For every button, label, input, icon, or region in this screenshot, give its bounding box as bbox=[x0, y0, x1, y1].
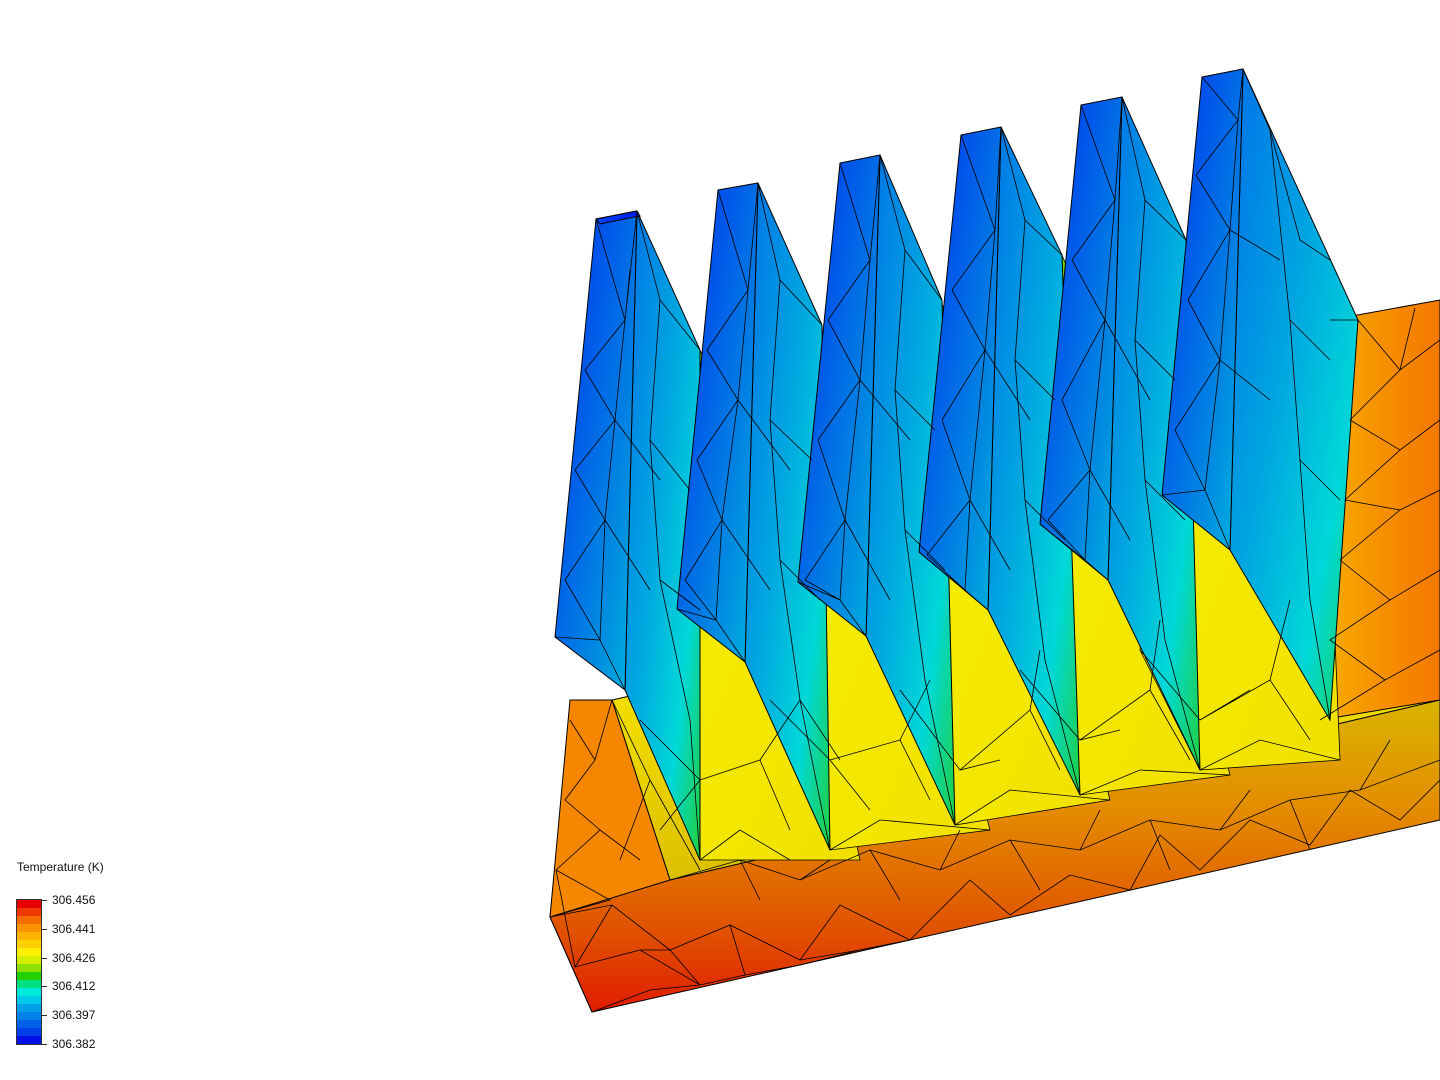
legend-band bbox=[17, 908, 41, 917]
legend-tick-label: 306.412 bbox=[52, 979, 96, 994]
fin-5 bbox=[1039, 96, 1201, 771]
legend-tick-label: 306.397 bbox=[52, 1008, 96, 1023]
legend-tick bbox=[42, 900, 47, 901]
legend-band bbox=[17, 916, 41, 925]
legend-band bbox=[17, 932, 41, 941]
legend-tick bbox=[42, 986, 47, 988]
fin-2 bbox=[676, 182, 831, 851]
legend-tick bbox=[42, 1015, 47, 1017]
legend-tick-label: 306.426 bbox=[52, 950, 96, 965]
legend-band bbox=[17, 1036, 41, 1044]
legend-band bbox=[17, 1020, 41, 1029]
legend-band bbox=[17, 1012, 41, 1021]
legend-band bbox=[17, 924, 41, 933]
legend-band bbox=[17, 1004, 41, 1013]
legend-band bbox=[17, 940, 41, 949]
legend-band bbox=[17, 1028, 41, 1037]
color-scale-bar bbox=[16, 899, 42, 1045]
fin-4 bbox=[918, 126, 1081, 796]
legend-tick bbox=[42, 928, 47, 930]
legend-band bbox=[17, 964, 41, 973]
legend-tick bbox=[42, 957, 47, 959]
legend-band bbox=[17, 996, 41, 1005]
fin-6 bbox=[1161, 68, 1359, 722]
heat-sink-fins bbox=[554, 68, 1359, 861]
temperature-legend: Temperature (K) 306.456 306.441 306.426 306… bbox=[16, 858, 156, 1058]
legend-band bbox=[17, 988, 41, 997]
legend-tick-label: 306.382 bbox=[52, 1037, 96, 1051]
legend-tick-label: 306.456 bbox=[52, 893, 96, 907]
legend-band bbox=[17, 900, 41, 909]
legend-tick bbox=[42, 1044, 47, 1045]
legend-band bbox=[17, 956, 41, 965]
legend-tick-label: 306.441 bbox=[52, 921, 96, 936]
triangle-mesh bbox=[549, 68, 1440, 1013]
legend-band bbox=[17, 972, 41, 981]
legend-band bbox=[17, 948, 41, 957]
legend-title: Temperature (K) bbox=[17, 860, 104, 874]
legend-band bbox=[17, 980, 41, 989]
